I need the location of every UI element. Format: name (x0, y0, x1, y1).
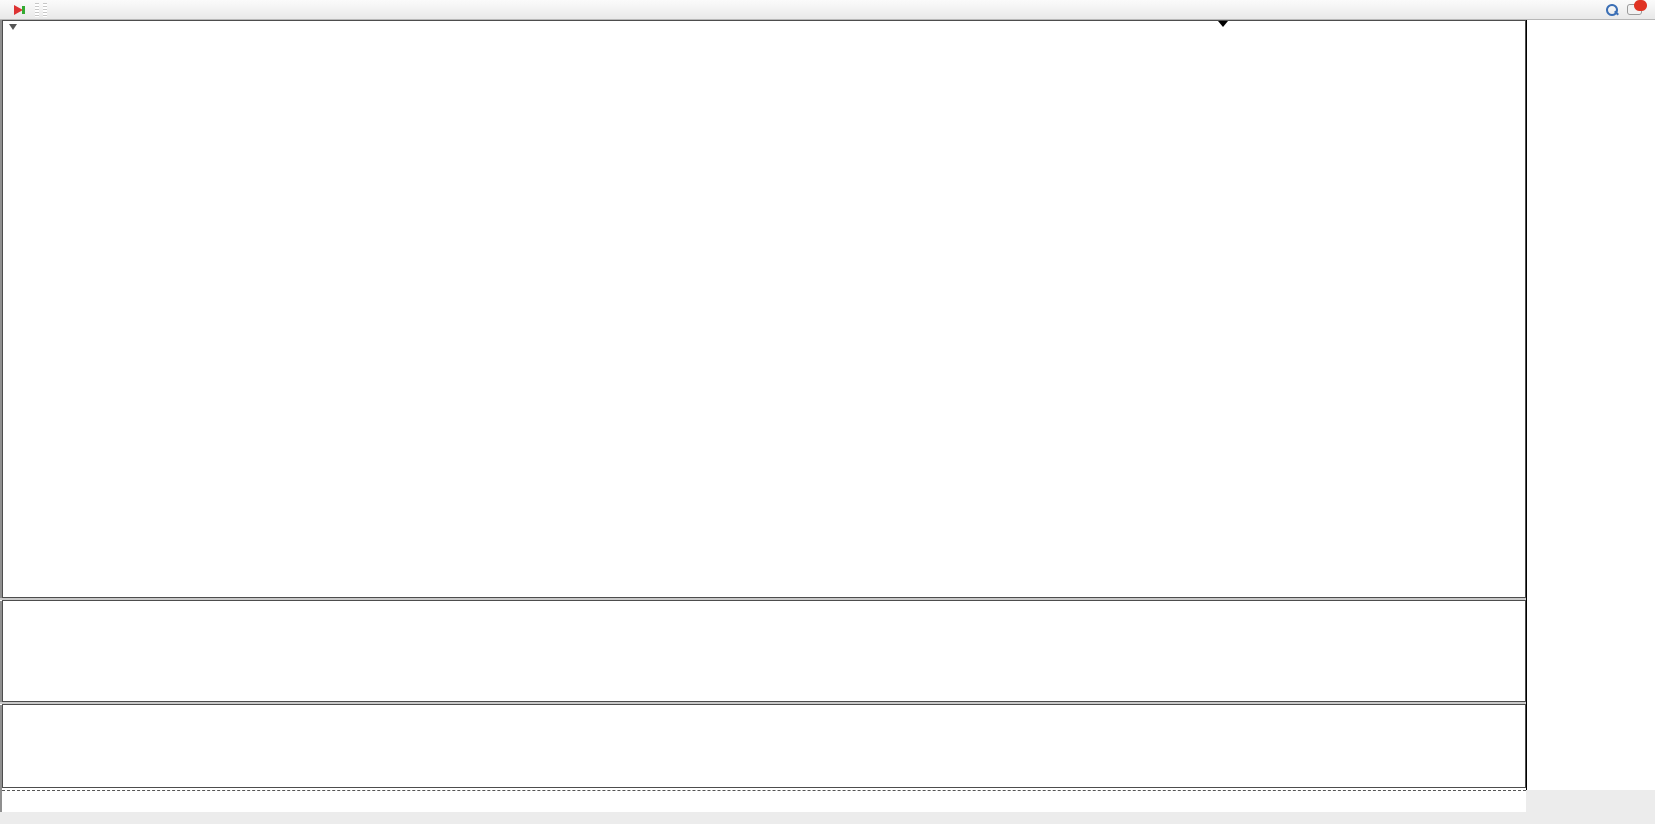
status-strip (0, 812, 1655, 824)
notification-badge (1634, 0, 1647, 11)
chart-shift-marker-icon[interactable] (1218, 21, 1228, 27)
search-icon[interactable] (1605, 3, 1619, 17)
chat-icon[interactable] (1627, 0, 1647, 17)
macd-chart (3, 601, 1525, 701)
date-axis[interactable] (2, 788, 1526, 812)
new-order-button[interactable] (0, 1, 8, 18)
collapse-triangle-icon[interactable] (9, 24, 17, 30)
toolbar-group-trade (0, 0, 33, 19)
rsi-pane[interactable] (2, 704, 1526, 788)
main-chart-pane[interactable] (2, 20, 1526, 598)
toolbar-right (1605, 0, 1655, 17)
date-axis-border (2, 790, 1526, 791)
candlestick-chart (3, 21, 1525, 597)
chart-title (9, 24, 27, 30)
rsi-chart (3, 705, 1525, 787)
auto-trading-icon (12, 3, 26, 17)
macd-pane[interactable] (2, 600, 1526, 702)
price-axis[interactable] (1526, 20, 1655, 790)
toolbar (0, 0, 1655, 20)
window-left-edge (0, 20, 2, 812)
auto-trading-button[interactable] (8, 1, 33, 18)
